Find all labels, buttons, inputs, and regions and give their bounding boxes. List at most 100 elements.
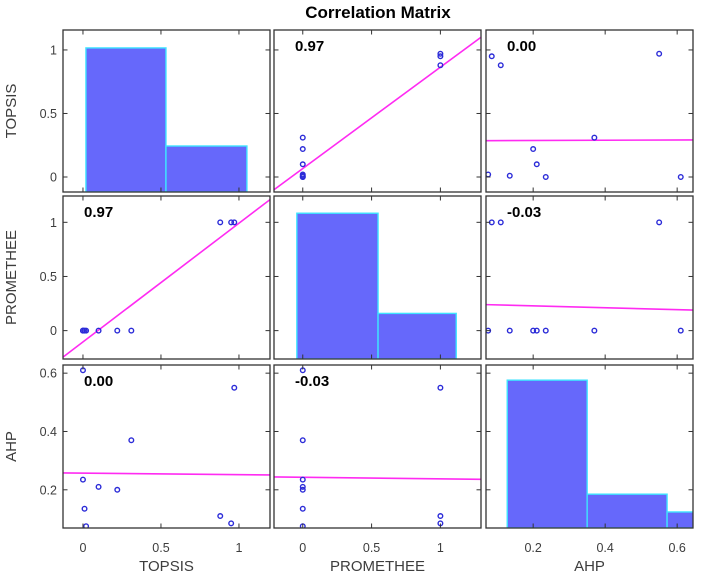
y-tick-label: 0.2: [40, 483, 57, 497]
x-tick-label: 0.2: [524, 541, 541, 555]
panel-PROMETHEE-PROMETHEE: [273, 195, 482, 360]
fit-line: [486, 139, 693, 142]
scatter-point: [437, 513, 444, 520]
y-axis-label-PROMETHEE: PROMETHEE: [3, 230, 20, 325]
y-tick-label: 0: [50, 171, 57, 185]
correlation-label: -0.03: [295, 373, 329, 390]
scatter-point: [497, 62, 504, 69]
scatter-point: [677, 327, 684, 334]
scatter-point: [533, 161, 540, 168]
panel-AHP-PROMETHEE: -0.03: [273, 364, 482, 529]
panel-AHP-TOPSIS: 0.00: [62, 364, 271, 529]
scatter-point: [437, 62, 444, 69]
scatter-point: [591, 134, 598, 141]
histogram-bar: [586, 493, 668, 528]
panel-border: [273, 29, 482, 193]
scatter-point: [542, 327, 549, 334]
correlation-label: 0.97: [295, 38, 324, 55]
panel-TOPSIS-PROMETHEE: 0.97: [273, 29, 482, 193]
panel-border: [485, 195, 694, 360]
scatter-point: [83, 523, 90, 528]
scatter-point: [299, 134, 306, 141]
panel-TOPSIS-TOPSIS: [62, 29, 271, 193]
scatter-point: [114, 486, 121, 493]
y-axis-label-TOPSIS: TOPSIS: [3, 84, 20, 139]
y-tick-label: 1: [50, 43, 57, 57]
scatter-point: [542, 174, 549, 181]
histogram-bar: [165, 145, 248, 192]
panel-border: [62, 364, 271, 529]
x-tick-label: 0: [299, 541, 306, 555]
scatter-point: [231, 219, 238, 226]
correlation-label: 0.00: [84, 373, 113, 390]
scatter-point: [299, 146, 306, 153]
scatter-point: [533, 327, 540, 334]
scatter-point: [128, 327, 135, 334]
panel-PROMETHEE-TOPSIS: 0.97: [62, 195, 271, 360]
fit-line: [63, 472, 270, 476]
scatter-point: [299, 483, 306, 490]
fit-line: [486, 303, 693, 311]
scatter-point: [228, 219, 235, 226]
scatter-point: [95, 483, 102, 490]
panel-PROMETHEE-AHP: -0.03: [485, 195, 694, 360]
panel-border: [62, 29, 271, 193]
scatter-point: [591, 327, 598, 334]
panel-AHP-AHP: [485, 364, 694, 529]
scatter-point: [488, 53, 495, 60]
y-tick-label: 0: [50, 324, 57, 338]
scatter-point: [299, 505, 306, 512]
x-tick-label: 0.6: [668, 541, 685, 555]
fit-line: [274, 476, 481, 481]
x-tick-label: 1: [437, 541, 444, 555]
panel-border: [273, 195, 482, 360]
scatter-point: [217, 513, 224, 520]
scatter-point: [677, 174, 684, 181]
scatter-point: [95, 327, 102, 334]
histogram-bar: [666, 511, 693, 528]
panel-border: [485, 29, 694, 193]
chart-title: Correlation Matrix: [305, 3, 451, 22]
scatter-point: [83, 327, 90, 334]
x-tick-label: 0.5: [363, 541, 380, 555]
scatter-point: [299, 476, 306, 483]
fit-line: [63, 198, 270, 358]
scatter-point: [79, 476, 86, 483]
x-axis-label-AHP: AHP: [574, 558, 605, 575]
scatter-point: [437, 53, 444, 60]
scatter-point: [437, 384, 444, 391]
x-axis-label-PROMETHEE: PROMETHEE: [330, 558, 425, 575]
y-tick-label: 0.5: [40, 270, 57, 284]
correlation-label: 0.00: [507, 38, 536, 55]
histogram-bar: [85, 47, 167, 192]
panel-border: [273, 364, 482, 529]
fit-line: [274, 36, 481, 191]
histogram-bar: [377, 312, 457, 359]
x-tick-label: 0.5: [152, 541, 169, 555]
scatter-point: [530, 146, 537, 153]
x-tick-label: 0: [79, 541, 86, 555]
scatter-point: [128, 437, 135, 444]
scatter-point: [530, 327, 537, 334]
x-axis-label-TOPSIS: TOPSIS: [139, 558, 194, 575]
scatter-point: [506, 172, 513, 179]
histogram-bar: [296, 212, 379, 359]
scatter-point: [656, 219, 663, 226]
scatter-point: [437, 50, 444, 57]
correlation-label: -0.03: [507, 204, 541, 221]
scatter-point: [299, 486, 306, 493]
panel-border: [62, 195, 271, 360]
scatter-point: [231, 384, 238, 391]
scatter-point: [299, 171, 306, 178]
scatter-point: [656, 50, 663, 57]
y-tick-label: 0.5: [40, 107, 57, 121]
y-tick-label: 0.4: [40, 425, 57, 439]
scatter-point: [299, 161, 306, 168]
y-tick-label: 0.6: [40, 367, 57, 381]
scatter-point: [114, 327, 121, 334]
scatter-point: [228, 520, 235, 527]
scatter-point: [217, 219, 224, 226]
correlation-label: 0.97: [84, 204, 113, 221]
histogram-bar: [506, 379, 588, 528]
